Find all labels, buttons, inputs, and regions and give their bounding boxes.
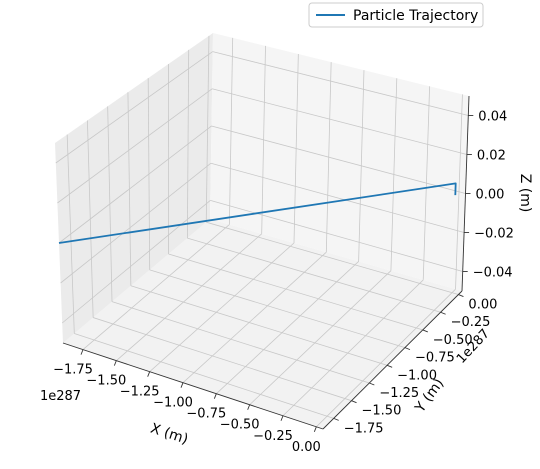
x-tick-label: 0.00	[292, 440, 321, 455]
z-gridline-left	[57, 88, 213, 204]
z-gridline-back	[212, 51, 469, 116]
y-gridline-floor	[111, 301, 370, 384]
legend-box	[308, 2, 484, 28]
y-tick-label: 0.00	[468, 298, 497, 313]
z-gridline-back	[210, 200, 463, 272]
axis-edges	[62, 95, 474, 432]
z-tick-label: 0.04	[478, 110, 507, 125]
z-tick-label: −0.04	[473, 266, 513, 281]
y-tick-mark	[422, 329, 428, 333]
x-tick-mark	[180, 382, 184, 388]
x-tick-label: −1.00	[153, 396, 193, 411]
tick-labels: −1.75−1.50−1.25−1.00−0.75−0.50−0.250.000…	[53, 110, 514, 455]
z-tick-label: 0.02	[477, 149, 506, 164]
y-tick-label: −0.50	[433, 333, 473, 348]
z-axis-label: Z (m)	[517, 174, 533, 213]
z-gridline-left	[60, 162, 212, 284]
z-gridline-back	[210, 162, 465, 233]
x-tick-label: −0.75	[186, 407, 226, 422]
axes-panes	[55, 33, 469, 429]
x-gridline-floor	[282, 279, 424, 417]
x-tick-mark	[280, 415, 284, 421]
y-tick-mark	[351, 400, 357, 404]
legend: Particle Trajectory	[308, 2, 484, 28]
y-tick-label: −0.25	[451, 315, 491, 330]
x-tick-mark	[213, 393, 217, 399]
y-tick-label: −0.75	[415, 351, 455, 366]
x-gridline-floor	[216, 261, 359, 395]
x-tick-mark	[80, 349, 84, 355]
x-gridline-floor	[149, 242, 295, 372]
y-tick-mark	[369, 382, 375, 386]
x-tick-label: −1.50	[86, 374, 126, 389]
y-gridline-floor	[74, 333, 334, 419]
legend-label: Particle Trajectory	[353, 8, 478, 24]
back-wall-pane	[210, 33, 469, 291]
x-gridline-floor	[182, 251, 327, 383]
x-gridline-floor	[316, 288, 456, 428]
left-wall-pane	[55, 33, 213, 343]
y-tick-mark	[458, 294, 464, 297]
y-axis-line	[322, 290, 463, 430]
y-tick-label: −1.75	[344, 421, 384, 436]
y-tick-label: −1.25	[379, 386, 419, 401]
x-tick-label: −1.75	[53, 363, 93, 378]
floor-pane	[63, 219, 462, 429]
x-axis-label: X (m)	[148, 421, 190, 448]
x-tick-label: −0.25	[253, 429, 293, 444]
z-gridline-left	[58, 125, 212, 244]
grid-lines	[55, 35, 469, 428]
x-tick-label: −1.25	[120, 385, 160, 400]
x-tick-label: −0.50	[220, 418, 260, 433]
y-tick-mark	[333, 417, 339, 421]
y-gridline-floor	[149, 269, 406, 348]
x-gridline-floor	[82, 224, 230, 350]
y-gridline-floor	[187, 237, 441, 313]
x-tick-mark	[113, 360, 117, 366]
x-axis-line	[62, 342, 324, 430]
x-tick-mark	[247, 404, 251, 410]
y-tick-mark	[386, 364, 393, 368]
z-tick-label: −0.02	[474, 227, 514, 242]
y-gridline-floor	[168, 253, 423, 331]
y-gridline-floor	[93, 317, 352, 402]
series-line-particle-trajectory	[58, 182, 457, 244]
series-layer	[58, 182, 457, 244]
y-gridline-floor	[130, 285, 388, 366]
x-tick-mark	[313, 426, 317, 432]
z-gridline-back	[212, 88, 467, 155]
x-gridline-floor	[249, 270, 392, 406]
z-gridline-back	[211, 125, 466, 194]
x-gridline-floor	[116, 233, 262, 361]
y-tick-label: −1.50	[362, 404, 402, 419]
y-tick-mark	[440, 311, 446, 315]
y-tick-mark	[404, 347, 411, 351]
z-tick-label: 0.00	[476, 188, 505, 203]
z-gridline-left	[55, 51, 213, 164]
x-offset-text: 1e287	[40, 389, 81, 404]
y-gridline-floor	[206, 221, 459, 295]
z-gridline-left	[61, 200, 211, 324]
x-tick-mark	[147, 371, 151, 377]
y-tick-label: −1.00	[397, 368, 437, 383]
